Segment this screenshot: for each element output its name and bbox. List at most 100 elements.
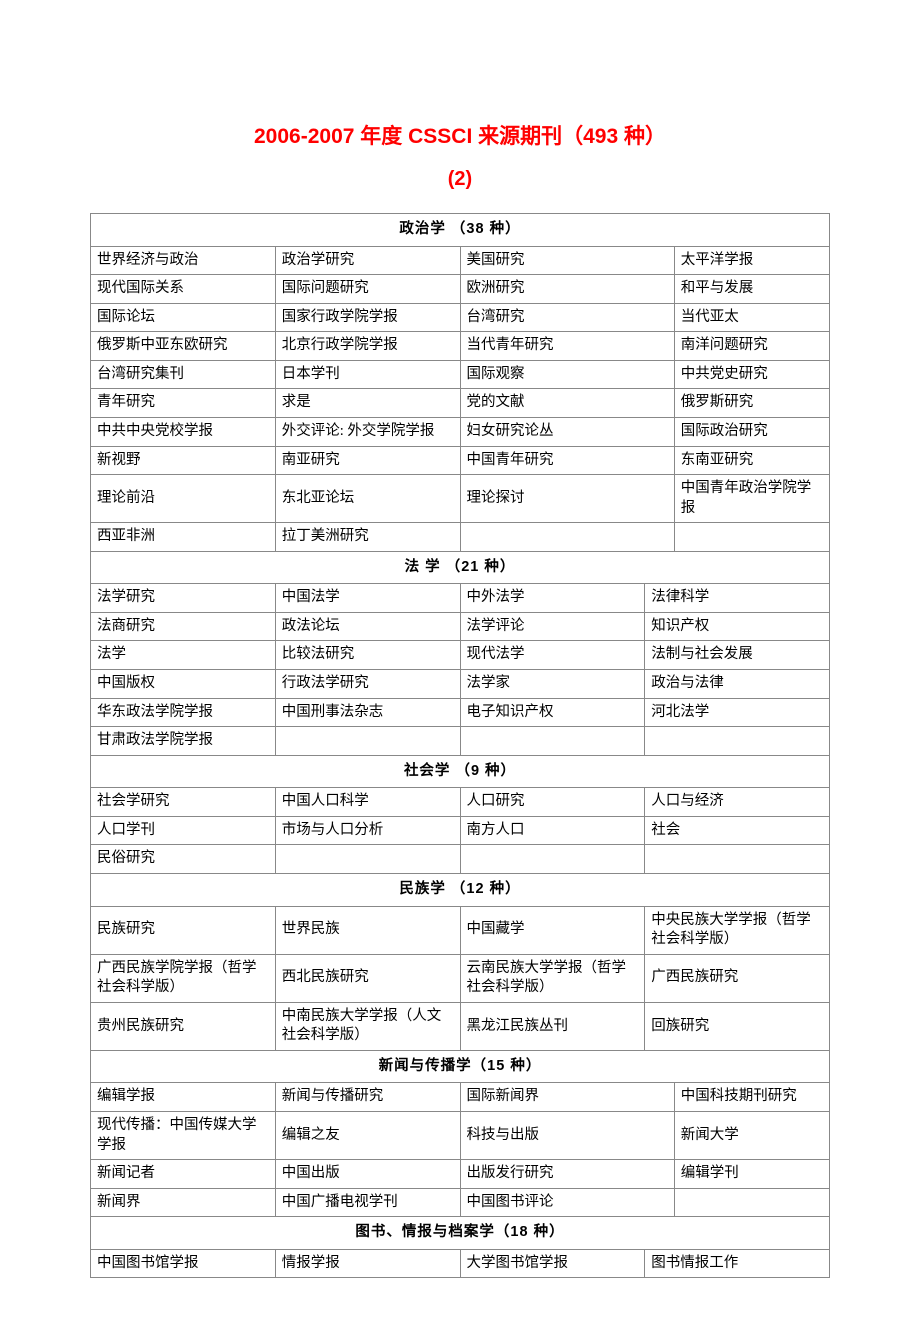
- cell: 拉丁美洲研究: [275, 523, 460, 552]
- section-header: 社会学 （9 种）: [91, 755, 830, 788]
- cell: 广西民族学院学报（哲学社会科学版）: [91, 954, 276, 1002]
- table-row: 俄罗斯中亚东欧研究北京行政学院学报当代青年研究南洋问题研究: [91, 332, 830, 361]
- cell: 中国青年政治学院学报: [674, 475, 829, 523]
- cell: 西亚非洲: [91, 523, 276, 552]
- cell: 新闻大学: [674, 1112, 829, 1160]
- table-row: 社会学研究中国人口科学人口研究人口与经济: [91, 788, 830, 817]
- table-row: 中共中央党校学报外交评论: 外交学院学报妇女研究论丛国际政治研究: [91, 417, 830, 446]
- cell: 中共党史研究: [674, 360, 829, 389]
- table-row: 华东政法学院学报中国刑事法杂志电子知识产权河北法学: [91, 698, 830, 727]
- cell: 中国刑事法杂志: [275, 698, 460, 727]
- cell: 中国图书馆学报: [91, 1249, 276, 1278]
- cell: 政治学研究: [275, 246, 460, 275]
- cell: 理论前沿: [91, 475, 276, 523]
- cell: 贵州民族研究: [91, 1002, 276, 1050]
- cell: 法律科学: [645, 584, 830, 613]
- page: 2006-2007 年度 CSSCI 来源期刊（493 种） (2) 政治学 （…: [0, 0, 920, 1338]
- cell: 理论探讨: [460, 475, 674, 523]
- cell: 河北法学: [645, 698, 830, 727]
- table-row: 法学比较法研究现代法学法制与社会发展: [91, 641, 830, 670]
- cell: 当代青年研究: [460, 332, 674, 361]
- cell: 俄罗斯中亚东欧研究: [91, 332, 276, 361]
- cell: 中国青年研究: [460, 446, 674, 475]
- cell: 中国图书评论: [460, 1188, 674, 1217]
- cell: 华东政法学院学报: [91, 698, 276, 727]
- table-row: 人口学刊市场与人口分析南方人口社会: [91, 816, 830, 845]
- journals-table: 政治学 （38 种）世界经济与政治政治学研究美国研究太平洋学报现代国际关系国际问…: [90, 213, 830, 1278]
- cell: 中国版权: [91, 670, 276, 699]
- cell: 政治与法律: [645, 670, 830, 699]
- table-row: 贵州民族研究中南民族大学学报（人文社会科学版）黑龙江民族丛刊回族研究: [91, 1002, 830, 1050]
- table-row: 现代传播：中国传媒大学学报编辑之友科技与出版新闻大学: [91, 1112, 830, 1160]
- section-header: 图书、情报与档案学（18 种）: [91, 1217, 830, 1250]
- cell: [275, 727, 460, 756]
- cell: 国际观察: [460, 360, 674, 389]
- cell: 人口与经济: [645, 788, 830, 817]
- cell: 南亚研究: [275, 446, 460, 475]
- cell: 法学评论: [460, 612, 645, 641]
- table-row: 广西民族学院学报（哲学社会科学版）西北民族研究云南民族大学学报（哲学社会科学版）…: [91, 954, 830, 1002]
- cell: 编辑学报: [91, 1083, 276, 1112]
- section-header: 法 学 （21 种）: [91, 551, 830, 584]
- section-header: 新闻与传播学（15 种）: [91, 1050, 830, 1083]
- cell: 新视野: [91, 446, 276, 475]
- cell: 世界民族: [275, 906, 460, 954]
- cell: 中国科技期刊研究: [674, 1083, 829, 1112]
- cell: 法学研究: [91, 584, 276, 613]
- cell: 比较法研究: [275, 641, 460, 670]
- cell: 新闻与传播研究: [275, 1083, 460, 1112]
- cell: 政法论坛: [275, 612, 460, 641]
- cell: [275, 845, 460, 874]
- cell: 编辑之友: [275, 1112, 460, 1160]
- cell: 大学图书馆学报: [460, 1249, 645, 1278]
- cell: 北京行政学院学报: [275, 332, 460, 361]
- cell: 美国研究: [460, 246, 674, 275]
- page-subtitle: (2): [90, 168, 830, 191]
- table-row: 法学研究中国法学中外法学法律科学: [91, 584, 830, 613]
- cell: 社会学研究: [91, 788, 276, 817]
- cell: [674, 523, 829, 552]
- table-row: 国际论坛国家行政学院学报台湾研究当代亚太: [91, 303, 830, 332]
- cell: 电子知识产权: [460, 698, 645, 727]
- cell: 广西民族研究: [645, 954, 830, 1002]
- cell: 求是: [275, 389, 460, 418]
- cell: 现代传播：中国传媒大学学报: [91, 1112, 276, 1160]
- cell: 南方人口: [460, 816, 645, 845]
- cell: 中国人口科学: [275, 788, 460, 817]
- cell: 法制与社会发展: [645, 641, 830, 670]
- cell: 市场与人口分析: [275, 816, 460, 845]
- table-row: 青年研究求是党的文献俄罗斯研究: [91, 389, 830, 418]
- cell: 中央民族大学学报（哲学社会科学版）: [645, 906, 830, 954]
- cell: 太平洋学报: [674, 246, 829, 275]
- cell: 中国藏学: [460, 906, 645, 954]
- table-row: 中国图书馆学报情报学报大学图书馆学报图书情报工作: [91, 1249, 830, 1278]
- cell: 东北亚论坛: [275, 475, 460, 523]
- cell: 世界经济与政治: [91, 246, 276, 275]
- cell: 新闻界: [91, 1188, 276, 1217]
- cell: 国际政治研究: [674, 417, 829, 446]
- cell: 青年研究: [91, 389, 276, 418]
- section-header: 政治学 （38 种）: [91, 214, 830, 247]
- cell: 南洋问题研究: [674, 332, 829, 361]
- cell: [460, 727, 645, 756]
- cell: [460, 523, 674, 552]
- cell: [674, 1188, 829, 1217]
- section-header: 民族学 （12 种）: [91, 873, 830, 906]
- cell: 编辑学刊: [674, 1160, 829, 1189]
- cell: 党的文献: [460, 389, 674, 418]
- cell: 云南民族大学学报（哲学社会科学版）: [460, 954, 645, 1002]
- cell: 知识产权: [645, 612, 830, 641]
- table-row: 民族研究世界民族中国藏学中央民族大学学报（哲学社会科学版）: [91, 906, 830, 954]
- cell: 国际新闻界: [460, 1083, 674, 1112]
- cell: 国际论坛: [91, 303, 276, 332]
- table-row: 法商研究政法论坛法学评论知识产权: [91, 612, 830, 641]
- cell: 国家行政学院学报: [275, 303, 460, 332]
- table-row: 编辑学报新闻与传播研究国际新闻界中国科技期刊研究: [91, 1083, 830, 1112]
- cell: 俄罗斯研究: [674, 389, 829, 418]
- cell: 中外法学: [460, 584, 645, 613]
- cell: 中国广播电视学刊: [275, 1188, 460, 1217]
- cell: 现代法学: [460, 641, 645, 670]
- cell: 台湾研究集刊: [91, 360, 276, 389]
- cell: 法学家: [460, 670, 645, 699]
- cell: 行政法学研究: [275, 670, 460, 699]
